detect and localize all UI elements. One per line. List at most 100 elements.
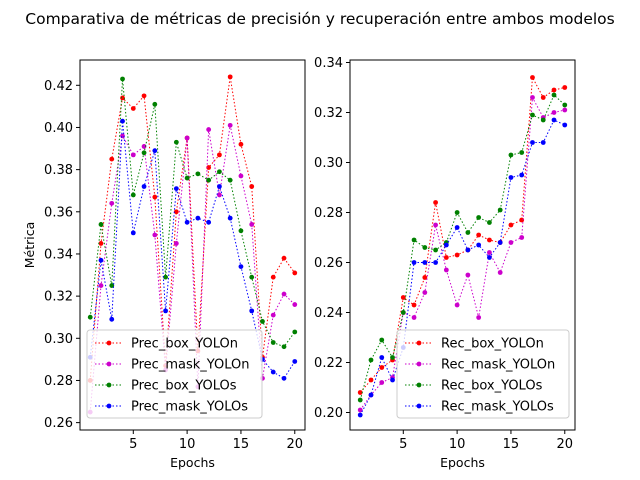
- data-point: [109, 316, 115, 322]
- data-point: [249, 274, 255, 280]
- subplot-recall: 0.20 0.22 0.24 0.26 0.28 0.30 0.32 0.34 5 10 15 20 E…: [314, 56, 576, 470]
- y-tick-label: 0.26: [314, 256, 343, 271]
- data-point: [400, 295, 406, 300]
- data-point: [465, 230, 471, 235]
- data-point: [562, 122, 568, 128]
- legend-box: [86, 329, 263, 419]
- y-tick-label: 0.32: [44, 290, 73, 305]
- y-tick-label: 0.40: [44, 121, 73, 136]
- x-axis-label: Epochs: [440, 455, 485, 470]
- data-point: [368, 377, 374, 383]
- data-point: [281, 375, 287, 381]
- data-point: [292, 359, 298, 364]
- legend: Rec_box_YOLOn Rec_mask_YOLOn Rec_box_YOLOs…: [396, 329, 570, 419]
- data-point: [519, 150, 525, 155]
- legend-label: Rec_mask_YOLOs: [441, 400, 554, 415]
- data-point: [497, 207, 503, 213]
- legend-item: Rec_box_YOLOn: [405, 337, 544, 352]
- data-point: [379, 355, 385, 360]
- data-point: [519, 235, 525, 240]
- data-point: [270, 340, 276, 345]
- data-point: [562, 107, 568, 113]
- legend-label: Prec_mask_YOLOn: [131, 358, 249, 373]
- data-point: [433, 247, 438, 253]
- data-point: [433, 200, 438, 205]
- legend-label: Prec_box_YOLOn: [131, 337, 238, 352]
- legend-label: Prec_mask_YOLOs: [131, 400, 248, 415]
- legend-swatch-marker: [106, 403, 112, 409]
- data-point: [443, 267, 449, 273]
- legend-box: [396, 329, 570, 419]
- x-tick-label: 10: [179, 437, 196, 452]
- data-point: [562, 85, 568, 90]
- data-point: [540, 140, 546, 145]
- data-point: [184, 135, 190, 141]
- data-point: [476, 215, 482, 220]
- legend-item: Prec_mask_YOLOs: [95, 400, 248, 415]
- legend-swatch-marker: [416, 382, 422, 388]
- data-point: [476, 232, 482, 238]
- data-point: [98, 283, 104, 288]
- legend-label: Rec_box_YOLOn: [441, 337, 544, 352]
- data-point: [206, 219, 212, 225]
- data-point: [173, 186, 179, 192]
- data-point: [487, 220, 492, 225]
- data-point: [530, 112, 535, 118]
- data-point: [411, 315, 417, 320]
- data-point: [487, 237, 492, 243]
- data-point: [487, 255, 492, 260]
- data-point: [227, 177, 233, 183]
- data-point: [98, 241, 104, 246]
- data-point: [508, 222, 514, 228]
- data-point: [530, 95, 535, 100]
- series-line: [359, 95, 565, 411]
- data-point: [120, 76, 125, 82]
- data-point: [109, 200, 115, 206]
- series-Prec_box_YOLOs: [87, 76, 298, 350]
- data-point: [130, 106, 136, 111]
- data-point: [540, 95, 546, 100]
- data-point: [292, 270, 298, 276]
- y-tick-label: 0.24: [314, 306, 343, 321]
- data-point: [508, 240, 514, 245]
- data-point: [152, 148, 158, 154]
- axes-frame: [79, 59, 306, 431]
- data-point: [390, 377, 395, 383]
- data-point: [120, 133, 125, 139]
- data-point: [109, 156, 115, 162]
- data-point: [227, 122, 233, 128]
- x-tick-label: 20: [556, 437, 573, 452]
- data-point: [411, 237, 417, 243]
- legend-item: Rec_mask_YOLOs: [405, 400, 554, 415]
- data-point: [120, 95, 125, 101]
- y-axis-label: Métrica: [22, 222, 37, 269]
- legend-item: Prec_box_YOLOs: [95, 379, 237, 394]
- data-point: [422, 260, 428, 265]
- data-point: [540, 117, 546, 123]
- data-point: [141, 93, 147, 99]
- data-point: [508, 152, 514, 158]
- data-point: [292, 329, 298, 335]
- data-point: [173, 209, 179, 215]
- data-point: [422, 275, 428, 280]
- data-point: [422, 245, 428, 250]
- data-point: [379, 365, 385, 370]
- data-point: [454, 225, 460, 230]
- data-point: [98, 222, 104, 227]
- data-point: [238, 141, 244, 147]
- x-axis-label: Epochs: [170, 455, 215, 470]
- subplot-precision: 0.26 0.28 0.30 0.32 0.34 0.36 0.38 0.40 0.42 5 10 1…: [22, 59, 306, 470]
- legend-item: Rec_box_YOLOs: [405, 379, 543, 394]
- axes-frame: [349, 59, 576, 431]
- legend-swatch-marker: [106, 361, 112, 367]
- data-point: [292, 302, 298, 307]
- legend-item: Rec_mask_YOLOn: [405, 358, 555, 373]
- data-point: [227, 74, 233, 80]
- data-point: [508, 175, 514, 180]
- series-line: [89, 76, 296, 381]
- legend-swatch-marker: [106, 340, 112, 346]
- data-point: [530, 75, 535, 80]
- series-line: [359, 94, 566, 401]
- data-point: [270, 312, 276, 318]
- series-Rec_box_YOLOs: [357, 92, 568, 403]
